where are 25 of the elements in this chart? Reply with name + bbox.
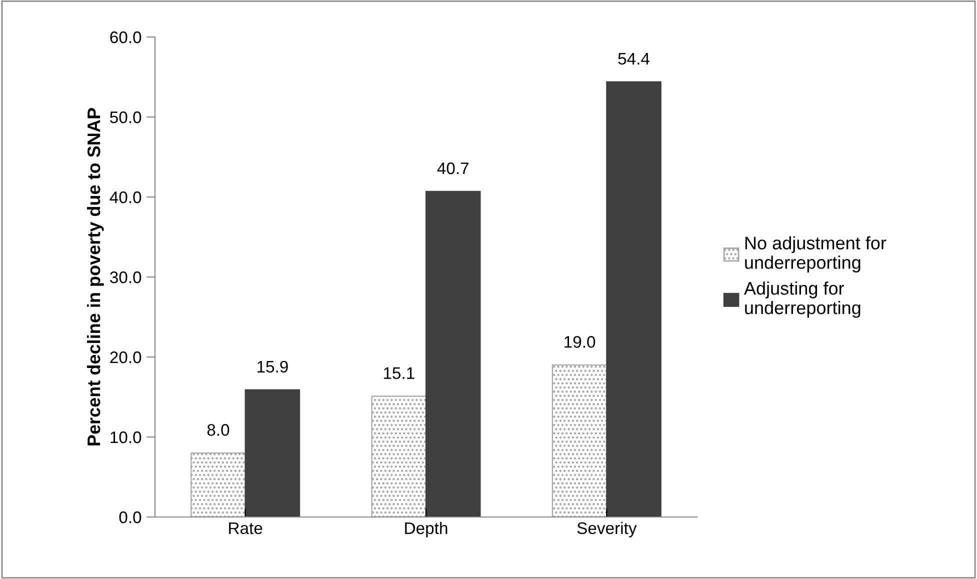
y-tick-label: 0.0 [119,511,142,524]
bar [190,452,246,517]
y-tick-label: 40.0 [110,191,142,204]
bar [425,190,481,517]
y-tick-label: 10.0 [110,431,142,444]
legend-label: Adjusting for underreporting [744,282,860,318]
legend-label: No adjustment for underreporting [745,236,886,272]
data-label: 15.1 [384,367,414,380]
data-label: 54.4 [618,52,650,65]
x-tick-label: Rate [229,522,262,534]
y-axis-title: Percent decline in poverty due to SNAP [86,108,104,446]
y-tick-label: 50.0 [110,111,142,124]
x-tick-label: Depth [405,522,448,538]
x-tick-label: Severity [577,522,637,538]
data-label: 15.9 [257,360,288,373]
data-label: 40.7 [437,162,468,174]
bar [371,396,427,517]
y-tick-label: 20.0 [110,351,142,364]
bar [552,364,608,517]
y-tick-label: 60.0 [110,31,142,44]
bar [244,389,300,517]
data-label: 19.0 [564,336,596,348]
bar [606,81,662,517]
data-label: 8.0 [207,424,230,436]
y-tick-label: 30.0 [110,271,142,284]
